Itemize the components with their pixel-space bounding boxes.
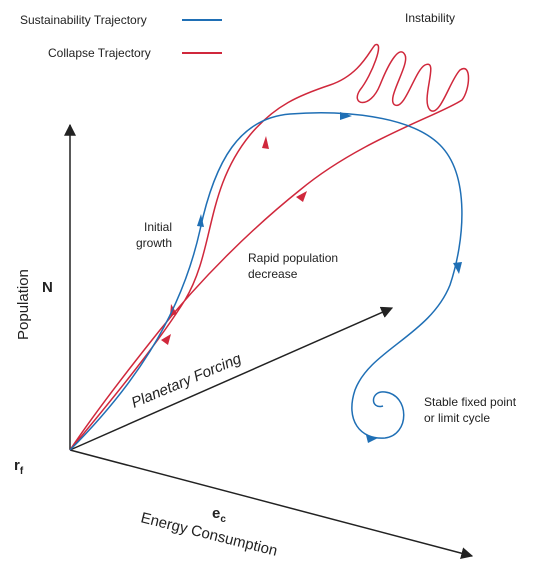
arrow [453, 262, 462, 274]
sustainability-trajectory [69, 112, 463, 451]
arrow [296, 191, 307, 202]
r-label: rf [14, 457, 24, 477]
arrow [340, 112, 352, 120]
arrow [197, 214, 204, 227]
arrow [262, 136, 269, 149]
n-label: N [42, 279, 53, 296]
legend-label: Collapse Trajectory [48, 46, 151, 60]
x-axis-label: Energy Consumption [139, 509, 279, 559]
y-axis-label: Population [15, 269, 32, 340]
collapse-trajectory [69, 43, 470, 451]
stable-label: Stable fixed point or limit cycle [424, 395, 517, 425]
e-label: ec [212, 505, 226, 525]
instability-label: Instability [405, 11, 455, 25]
arrow [366, 435, 378, 443]
forcing-axis [69, 306, 394, 451]
rapid-decrease-label: Rapid population decrease [248, 251, 338, 281]
arrow [161, 334, 171, 345]
x-axis [69, 449, 474, 560]
legend-label: Sustainability Trajectory [20, 13, 147, 27]
initial-growth-label: Initial growth [136, 220, 172, 250]
